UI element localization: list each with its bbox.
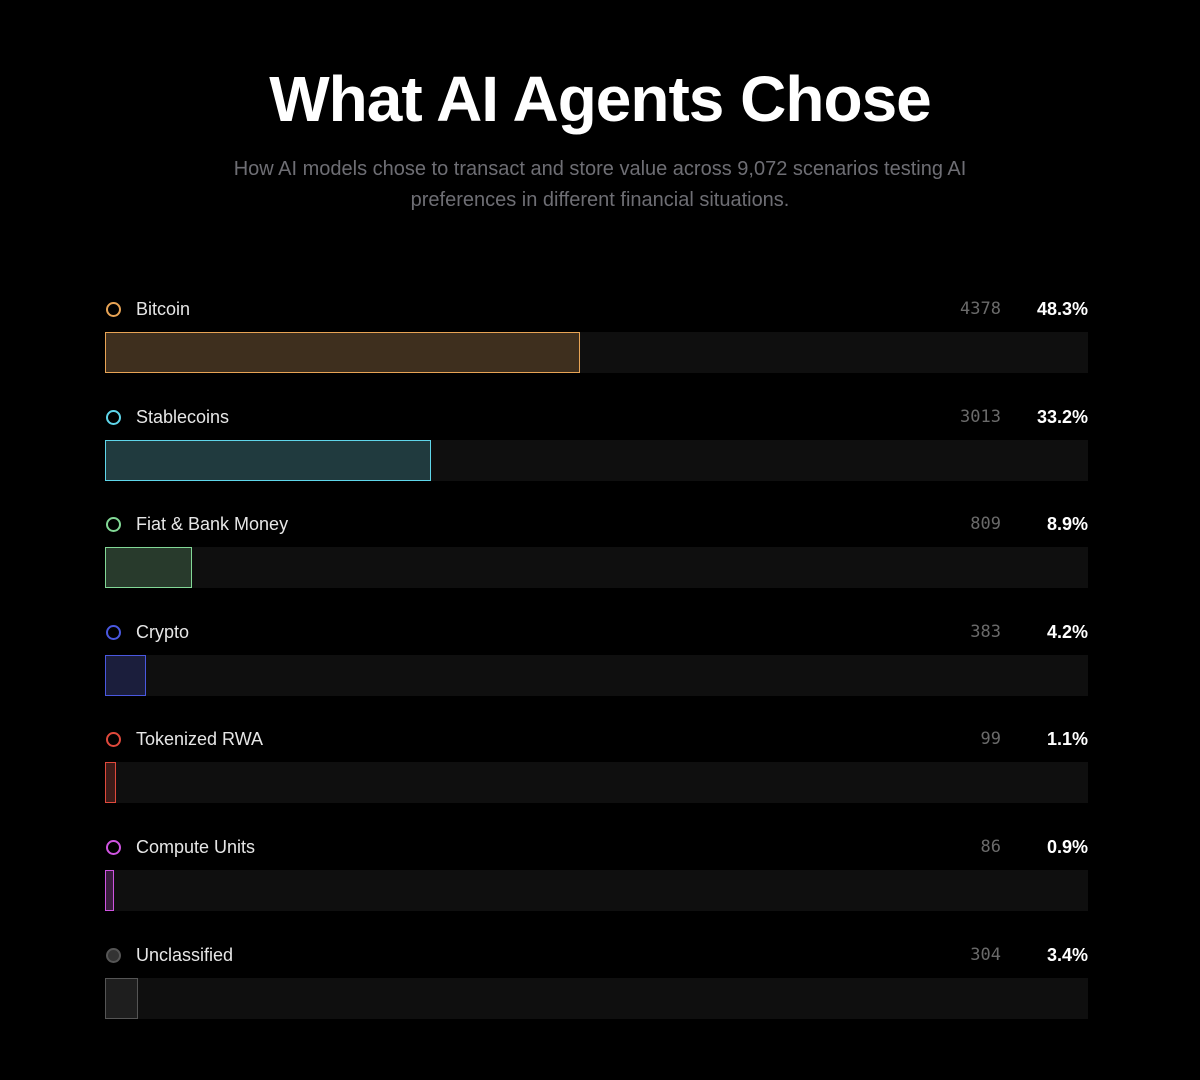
legend-dot <box>106 732 121 748</box>
category-label: Compute Units <box>136 837 256 857</box>
bar <box>105 654 147 696</box>
count-label: 99 <box>980 729 1001 750</box>
bar-track <box>105 332 1088 373</box>
value-label: 3.4% <box>1046 944 1088 965</box>
title: What AI Agents Chose <box>269 63 932 135</box>
count-label: 809 <box>970 514 1001 535</box>
category-label: Unclassified <box>136 944 234 965</box>
bar <box>105 439 432 481</box>
count-label: 383 <box>970 621 1001 642</box>
legend-dot <box>106 947 121 963</box>
count-label: 3013 <box>960 406 1001 427</box>
value-label: 1.1% <box>1046 729 1088 750</box>
count-label: 86 <box>980 837 1001 857</box>
category-label: Stablecoins <box>136 406 230 427</box>
bar <box>105 547 193 589</box>
bar-track <box>105 439 1088 481</box>
bar-track <box>105 870 1088 911</box>
bar-track <box>105 762 1088 804</box>
category-label: Fiat & Bank Money <box>136 514 289 535</box>
value-label: 0.9% <box>1046 837 1088 857</box>
bar <box>105 762 116 804</box>
bar-track <box>105 547 1088 589</box>
bar <box>105 870 114 911</box>
bar-track <box>105 654 1088 696</box>
bar <box>105 332 580 373</box>
bar <box>105 977 139 1019</box>
value-label: 48.3% <box>1036 299 1088 319</box>
count-label: 304 <box>970 944 1001 965</box>
value-label: 33.2% <box>1036 406 1088 427</box>
count-label: 4378 <box>960 299 1001 319</box>
subtitle: How AI models chose to transact and stor… <box>233 158 967 211</box>
legend-dot <box>106 409 121 425</box>
legend-dot <box>106 517 121 533</box>
legend-dot <box>106 624 121 640</box>
category-label: Tokenized RWA <box>136 729 264 750</box>
value-label: 4.2% <box>1046 621 1088 642</box>
legend-dot <box>106 840 121 855</box>
value-label: 8.9% <box>1046 514 1088 535</box>
legend-dot <box>106 302 121 317</box>
bar-track <box>105 977 1088 1019</box>
category-label: Crypto <box>136 621 190 642</box>
category-label: Bitcoin <box>136 299 191 319</box>
